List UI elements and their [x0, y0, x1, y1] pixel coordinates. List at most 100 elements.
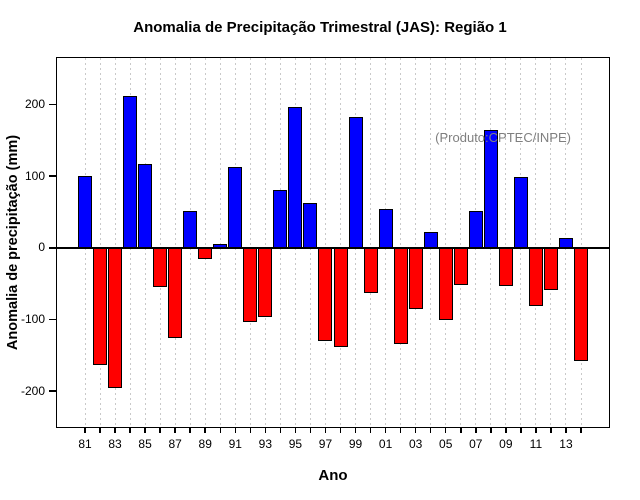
- gridline-1990: [219, 58, 221, 427]
- bar-1993: [258, 247, 273, 318]
- gridline-1993: [264, 58, 266, 427]
- bar-2010: [513, 176, 528, 248]
- x-tick-label-2001: 01: [378, 437, 393, 451]
- bar-1982: [93, 247, 108, 365]
- y-tick-label-0: 0: [38, 240, 45, 255]
- x-tick-2007: [475, 427, 477, 433]
- x-tick-1987: [174, 427, 176, 433]
- gridline-2005: [445, 58, 447, 427]
- x-tick-2002: [399, 427, 402, 433]
- x-tick-2004: [429, 427, 432, 433]
- x-tick-1993: [264, 427, 267, 433]
- y-tick-200: [49, 103, 57, 106]
- x-tick-1985: [144, 427, 146, 433]
- bar-1996: [303, 202, 318, 248]
- x-tick-label-2013: 13: [559, 437, 573, 451]
- bar-1986: [153, 247, 168, 287]
- x-tick-label-1989: 89: [198, 437, 212, 451]
- x-tick-1999: [354, 427, 357, 433]
- y-tick--200: [49, 390, 57, 392]
- x-tick-2009: [505, 427, 507, 433]
- bar-1988: [183, 210, 198, 248]
- x-tick-label-1995: 95: [288, 437, 303, 451]
- bar-2014: [574, 247, 588, 362]
- x-tick-2005: [444, 427, 447, 433]
- gridline-1998: [340, 58, 341, 427]
- x-tick-label-2011: 11: [529, 437, 543, 451]
- gridline-2002: [400, 58, 402, 427]
- x-tick-label-1999: 99: [348, 437, 363, 451]
- x-tick-2011: [535, 427, 537, 433]
- product-annotation: (Produto:CPTEC/INPE): [435, 130, 571, 145]
- x-tick-label-1987: 87: [168, 437, 182, 451]
- y-tick-100: [49, 175, 57, 177]
- gridline-1986: [159, 58, 161, 427]
- x-tick-label-1993: 93: [258, 437, 273, 451]
- bar-2003: [408, 247, 423, 309]
- x-tick-label-1991: 91: [228, 437, 242, 451]
- x-tick-2001: [384, 427, 387, 433]
- x-tick-1988: [189, 427, 191, 433]
- x-tick-1982: [99, 427, 101, 433]
- y-tick-0: [49, 247, 57, 249]
- y-tick-label--100: -100: [20, 312, 45, 327]
- gridline-1983: [114, 58, 116, 427]
- gridline-2011: [535, 58, 537, 427]
- bar-2000: [363, 247, 378, 293]
- x-tick-label-1983: 83: [108, 437, 122, 451]
- bar-2008: [483, 130, 498, 248]
- gridline-2009: [505, 58, 507, 427]
- bar-2007: [468, 210, 483, 248]
- bar-2004: [423, 232, 438, 248]
- gridline-1997: [324, 58, 326, 427]
- x-tick-2012: [550, 427, 552, 433]
- x-tick-1986: [159, 427, 161, 433]
- chart-title: Anomalia de Precipitação Trimestral (JAS…: [133, 19, 507, 36]
- bar-1998: [333, 247, 348, 347]
- bar-2012: [543, 247, 558, 291]
- bar-1985: [138, 164, 153, 248]
- gridline-2003: [415, 58, 417, 427]
- x-tick-1983: [114, 427, 116, 433]
- bar-1989: [198, 247, 213, 259]
- x-axis-title: Ano: [318, 467, 348, 484]
- bar-1995: [288, 107, 303, 248]
- bar-1984: [123, 95, 138, 248]
- bar-2006: [453, 247, 468, 286]
- x-tick-2006: [460, 427, 462, 433]
- x-tick-1995: [294, 427, 297, 433]
- gridline-1987: [174, 58, 176, 427]
- x-tick-2003: [414, 427, 417, 433]
- gridline-1989: [204, 58, 206, 427]
- x-tick-1997: [324, 427, 327, 433]
- x-tick-1996: [309, 427, 312, 433]
- x-tick-1990: [219, 427, 222, 433]
- y-tick-label-200: 200: [24, 97, 45, 112]
- bar-1992: [243, 247, 258, 322]
- plot-area: (Produto:CPTEC/INPE): [56, 57, 610, 428]
- bar-1987: [168, 247, 183, 339]
- x-tick-2010: [520, 427, 522, 433]
- x-tick-label-1981: 81: [78, 437, 92, 451]
- x-tick-1981: [84, 427, 86, 433]
- bar-1991: [228, 166, 243, 248]
- gridline-2000: [370, 58, 372, 427]
- x-tick-label-1985: 85: [138, 437, 152, 451]
- x-tick-1998: [339, 427, 342, 433]
- x-tick-1989: [204, 427, 206, 433]
- gridline-1982: [99, 58, 101, 427]
- x-tick-label-2003: 03: [408, 437, 423, 451]
- x-tick-label-2009: 09: [499, 437, 513, 451]
- x-tick-label-2007: 07: [469, 437, 483, 451]
- bar-2002: [393, 247, 408, 344]
- x-tick-2013: [565, 427, 567, 433]
- y-tick--100: [49, 318, 57, 321]
- bar-2011: [528, 247, 543, 306]
- gridline-2014: [580, 58, 582, 427]
- gridline-2012: [550, 58, 552, 427]
- x-tick-2014: [580, 427, 582, 433]
- bar-1997: [318, 247, 333, 341]
- bar-2001: [378, 209, 393, 248]
- bar-1981: [78, 176, 92, 248]
